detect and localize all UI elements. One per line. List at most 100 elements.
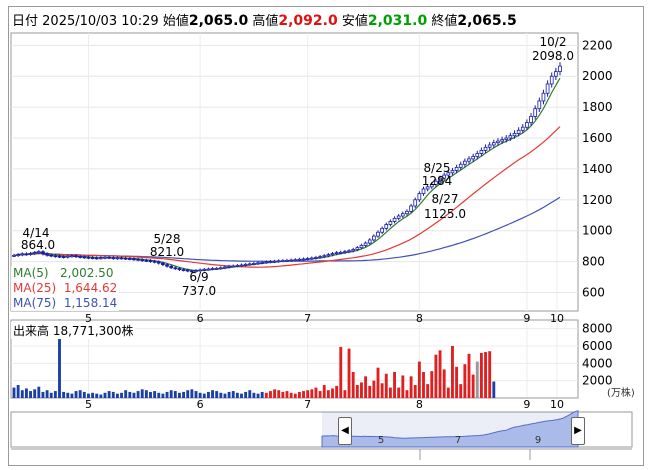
candle-body xyxy=(223,266,227,269)
candle-body xyxy=(554,71,558,77)
candle-body xyxy=(487,144,492,148)
ma25-line xyxy=(13,126,561,268)
volume-bar xyxy=(475,361,479,398)
volume-bar xyxy=(471,374,475,398)
candle-body xyxy=(322,255,327,258)
candle-body xyxy=(185,269,190,272)
volume-bar xyxy=(53,391,57,398)
navigator-left-handle[interactable]: ◀ xyxy=(338,417,352,445)
navigator-selection[interactable] xyxy=(322,412,578,447)
candle-body xyxy=(314,257,318,259)
volume-bar xyxy=(451,346,454,398)
candle-body xyxy=(289,259,293,262)
volume-bar xyxy=(302,391,305,398)
candle-body xyxy=(525,122,529,128)
candle-body xyxy=(417,193,422,201)
candle-body xyxy=(305,258,310,260)
volume-bar xyxy=(401,375,405,398)
candle-body xyxy=(165,264,169,267)
volume-bar xyxy=(248,390,252,398)
volume-bar xyxy=(49,392,53,398)
candle-body xyxy=(107,256,111,259)
candle-body xyxy=(409,205,413,212)
candle-body xyxy=(500,139,504,142)
candle-body xyxy=(330,253,335,256)
volume-bar xyxy=(339,346,343,398)
volume-bar xyxy=(111,391,115,398)
candle-body xyxy=(86,256,91,259)
ma75-line xyxy=(13,196,561,262)
price-tick-label: 1600 xyxy=(582,131,613,145)
candle-body xyxy=(218,267,223,270)
candle-body xyxy=(434,180,438,185)
candle-body xyxy=(442,174,447,179)
candle-body xyxy=(32,252,37,255)
candle-body xyxy=(363,242,368,246)
annotation-value: 864.0 xyxy=(21,238,55,252)
volume-tick-label: 4000 xyxy=(582,356,613,370)
price-tick-label: 1000 xyxy=(582,224,613,238)
volume-bar xyxy=(182,391,186,398)
annotation-date: 10/2 xyxy=(540,35,567,49)
volume-bar xyxy=(484,352,487,398)
volume-bar xyxy=(82,391,86,398)
candle-body xyxy=(516,129,521,134)
volume-bar xyxy=(124,390,128,398)
volume-bar xyxy=(264,392,268,398)
volume-bar xyxy=(223,393,227,398)
candle-body xyxy=(545,83,550,94)
price-tick-label: 1400 xyxy=(582,162,613,176)
x-tick-label: 8 xyxy=(416,398,423,411)
volume-bar xyxy=(293,393,297,398)
annotation-date: 4/14 xyxy=(23,226,50,240)
candle-body xyxy=(343,251,347,253)
volume-bar xyxy=(169,390,173,398)
candle-body xyxy=(471,156,475,160)
candle-body xyxy=(169,265,174,269)
volume-bar xyxy=(240,393,243,398)
x-tick-label: 10 xyxy=(550,312,564,325)
volume-bar xyxy=(95,393,99,398)
candle-body xyxy=(355,247,360,250)
annotation-date: 5/28 xyxy=(154,232,181,246)
candle-body xyxy=(281,260,285,263)
volume-bar xyxy=(132,392,136,398)
volume-bar xyxy=(492,381,496,398)
candle-body xyxy=(293,259,298,262)
candle-body xyxy=(359,244,364,249)
volume-bar xyxy=(178,392,181,398)
candle-body xyxy=(338,251,343,254)
volume-bar xyxy=(91,392,95,398)
candle-body xyxy=(136,258,140,261)
volume-bar xyxy=(372,380,376,398)
candle-body xyxy=(74,255,78,258)
volume-bar xyxy=(235,392,239,398)
volume-bar xyxy=(256,393,260,398)
volume-bar xyxy=(136,391,140,398)
candle-body xyxy=(161,262,165,266)
candle-body xyxy=(351,249,356,252)
date-label: 日付 xyxy=(12,14,39,29)
volume-bar xyxy=(318,391,322,398)
volume-bar xyxy=(103,392,107,398)
candle-body xyxy=(41,251,45,255)
volume-bar xyxy=(285,391,289,398)
open-label: 始値 xyxy=(162,14,189,29)
candle-body xyxy=(231,265,236,268)
candle-body xyxy=(115,257,120,260)
volume-bar xyxy=(368,385,372,398)
volume-bar xyxy=(347,348,351,398)
annotation-value: 821.0 xyxy=(150,245,184,259)
candle-body xyxy=(450,170,455,174)
candle-body xyxy=(99,257,103,260)
candle-body xyxy=(198,269,202,272)
volume-bar xyxy=(459,384,463,398)
navigator-right-handle[interactable]: ▶ xyxy=(571,417,585,445)
candle-body xyxy=(78,256,83,258)
price-tick-label: 600 xyxy=(582,285,605,299)
volume-bar xyxy=(355,385,359,398)
candle-body xyxy=(57,255,62,258)
candle-body xyxy=(297,258,302,261)
volume-bar xyxy=(384,373,388,398)
